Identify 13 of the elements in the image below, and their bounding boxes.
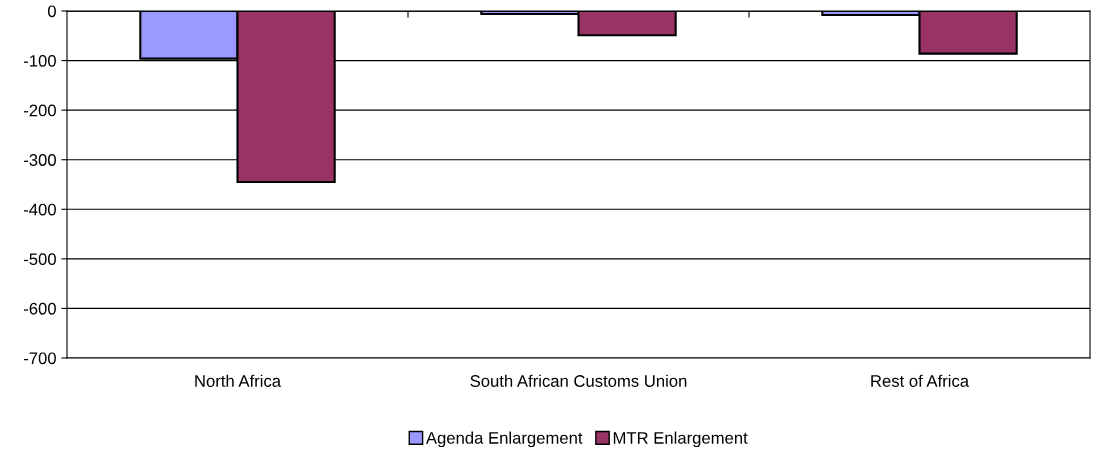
legend-label: Agenda Enlargement — [425, 431, 583, 448]
x-tick-label: North Africa — [195, 374, 282, 387]
x-tick-label: Rest of Africa — [871, 374, 970, 387]
y-tick-label: -700 — [23, 352, 56, 365]
y-tick-label: -600 — [23, 302, 56, 315]
y-tick-label: 0 — [47, 5, 56, 18]
y-tick-label: -100 — [23, 54, 56, 67]
legend-label: MTR Enlargement — [613, 431, 748, 448]
y-tick-label: -500 — [23, 253, 56, 266]
x-tick-label: South African Customs Union — [470, 374, 687, 387]
y-tick-label: -300 — [23, 154, 56, 166]
y-tick-label: -200 — [23, 104, 56, 117]
y-tick-label: -400 — [23, 203, 56, 216]
